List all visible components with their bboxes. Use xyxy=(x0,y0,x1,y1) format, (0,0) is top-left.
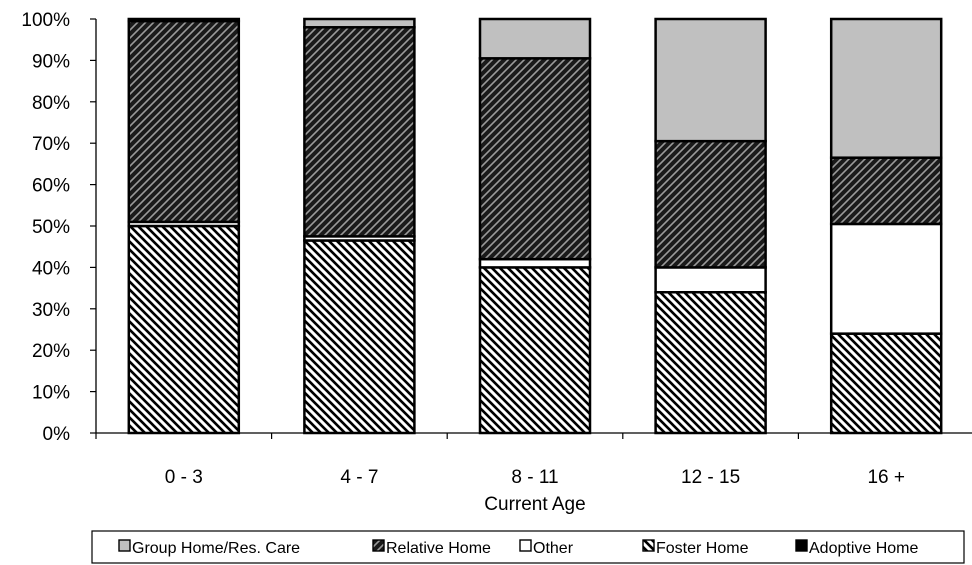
y-tick-label: 30% xyxy=(32,300,70,321)
y-tick-label: 70% xyxy=(32,134,70,155)
x-tick-label: 8 - 11 xyxy=(511,467,558,488)
x-tick-labels: 0 - 3 4 - 7 8 - 11 12 - 15 16 + xyxy=(165,467,905,488)
bar-segment-group-home-res-care xyxy=(127,17,241,23)
bar-segment-relative-home xyxy=(127,19,241,224)
bar-segment-relative-home xyxy=(303,26,416,238)
y-tick-label: 10% xyxy=(32,383,70,404)
y-tick-label: 80% xyxy=(32,93,70,114)
x-tick-label: 4 - 7 xyxy=(340,467,378,488)
bar-segment-other xyxy=(829,222,943,335)
legend-label: Adoptive Home xyxy=(809,540,918,557)
legend-label: Relative Home xyxy=(386,540,491,557)
y-tick-label: 50% xyxy=(32,217,70,238)
legend-swatch xyxy=(118,539,131,552)
bar-segment-foster-home xyxy=(478,266,592,435)
x-tick-label: 12 - 15 xyxy=(681,467,740,488)
legend-label: Other xyxy=(533,540,574,557)
x-tick-label: 16 + xyxy=(867,467,905,488)
y-tick-label: 60% xyxy=(32,176,70,197)
y-tick-label: 20% xyxy=(32,341,70,362)
bar-segment-foster-home xyxy=(303,239,416,435)
y-tick-label: 40% xyxy=(32,258,70,279)
bar-segment-group-home-res-care xyxy=(654,17,767,143)
x-axis-title: Current Age xyxy=(484,494,585,515)
legend-swatch xyxy=(642,539,655,552)
bar-segment-relative-home xyxy=(654,139,767,269)
bar-segment-foster-home xyxy=(127,224,241,435)
bar-segment-group-home-res-care xyxy=(829,17,943,159)
bars xyxy=(127,17,943,435)
bar-segment-foster-home xyxy=(829,332,943,435)
legend-swatch xyxy=(372,539,385,552)
bar-segment-foster-home xyxy=(654,290,767,435)
legend: Group Home/Res. Care Relative Home Other Fo… xyxy=(91,530,965,564)
y-tick-label: 100% xyxy=(21,10,70,31)
y-tick-label: 90% xyxy=(32,51,70,72)
legend-label: Group Home/Res. Care xyxy=(132,540,300,557)
legend-swatch xyxy=(519,539,532,552)
legend-label: Foster Home xyxy=(656,540,749,557)
x-tick-label: 0 - 3 xyxy=(165,467,203,488)
bar-segment-group-home-res-care xyxy=(303,17,416,29)
bar-segment-other xyxy=(654,266,767,294)
y-tick-labels: 0% 10% 20% 30% 40% 50% 60% 70% 80% 90% 100% xyxy=(21,10,70,445)
bar-segment-group-home-res-care xyxy=(478,17,592,60)
legend-swatch xyxy=(795,539,808,552)
y-tick-label: 0% xyxy=(43,424,71,445)
bar-segment-relative-home xyxy=(478,57,592,261)
bar-segment-relative-home xyxy=(829,156,943,226)
